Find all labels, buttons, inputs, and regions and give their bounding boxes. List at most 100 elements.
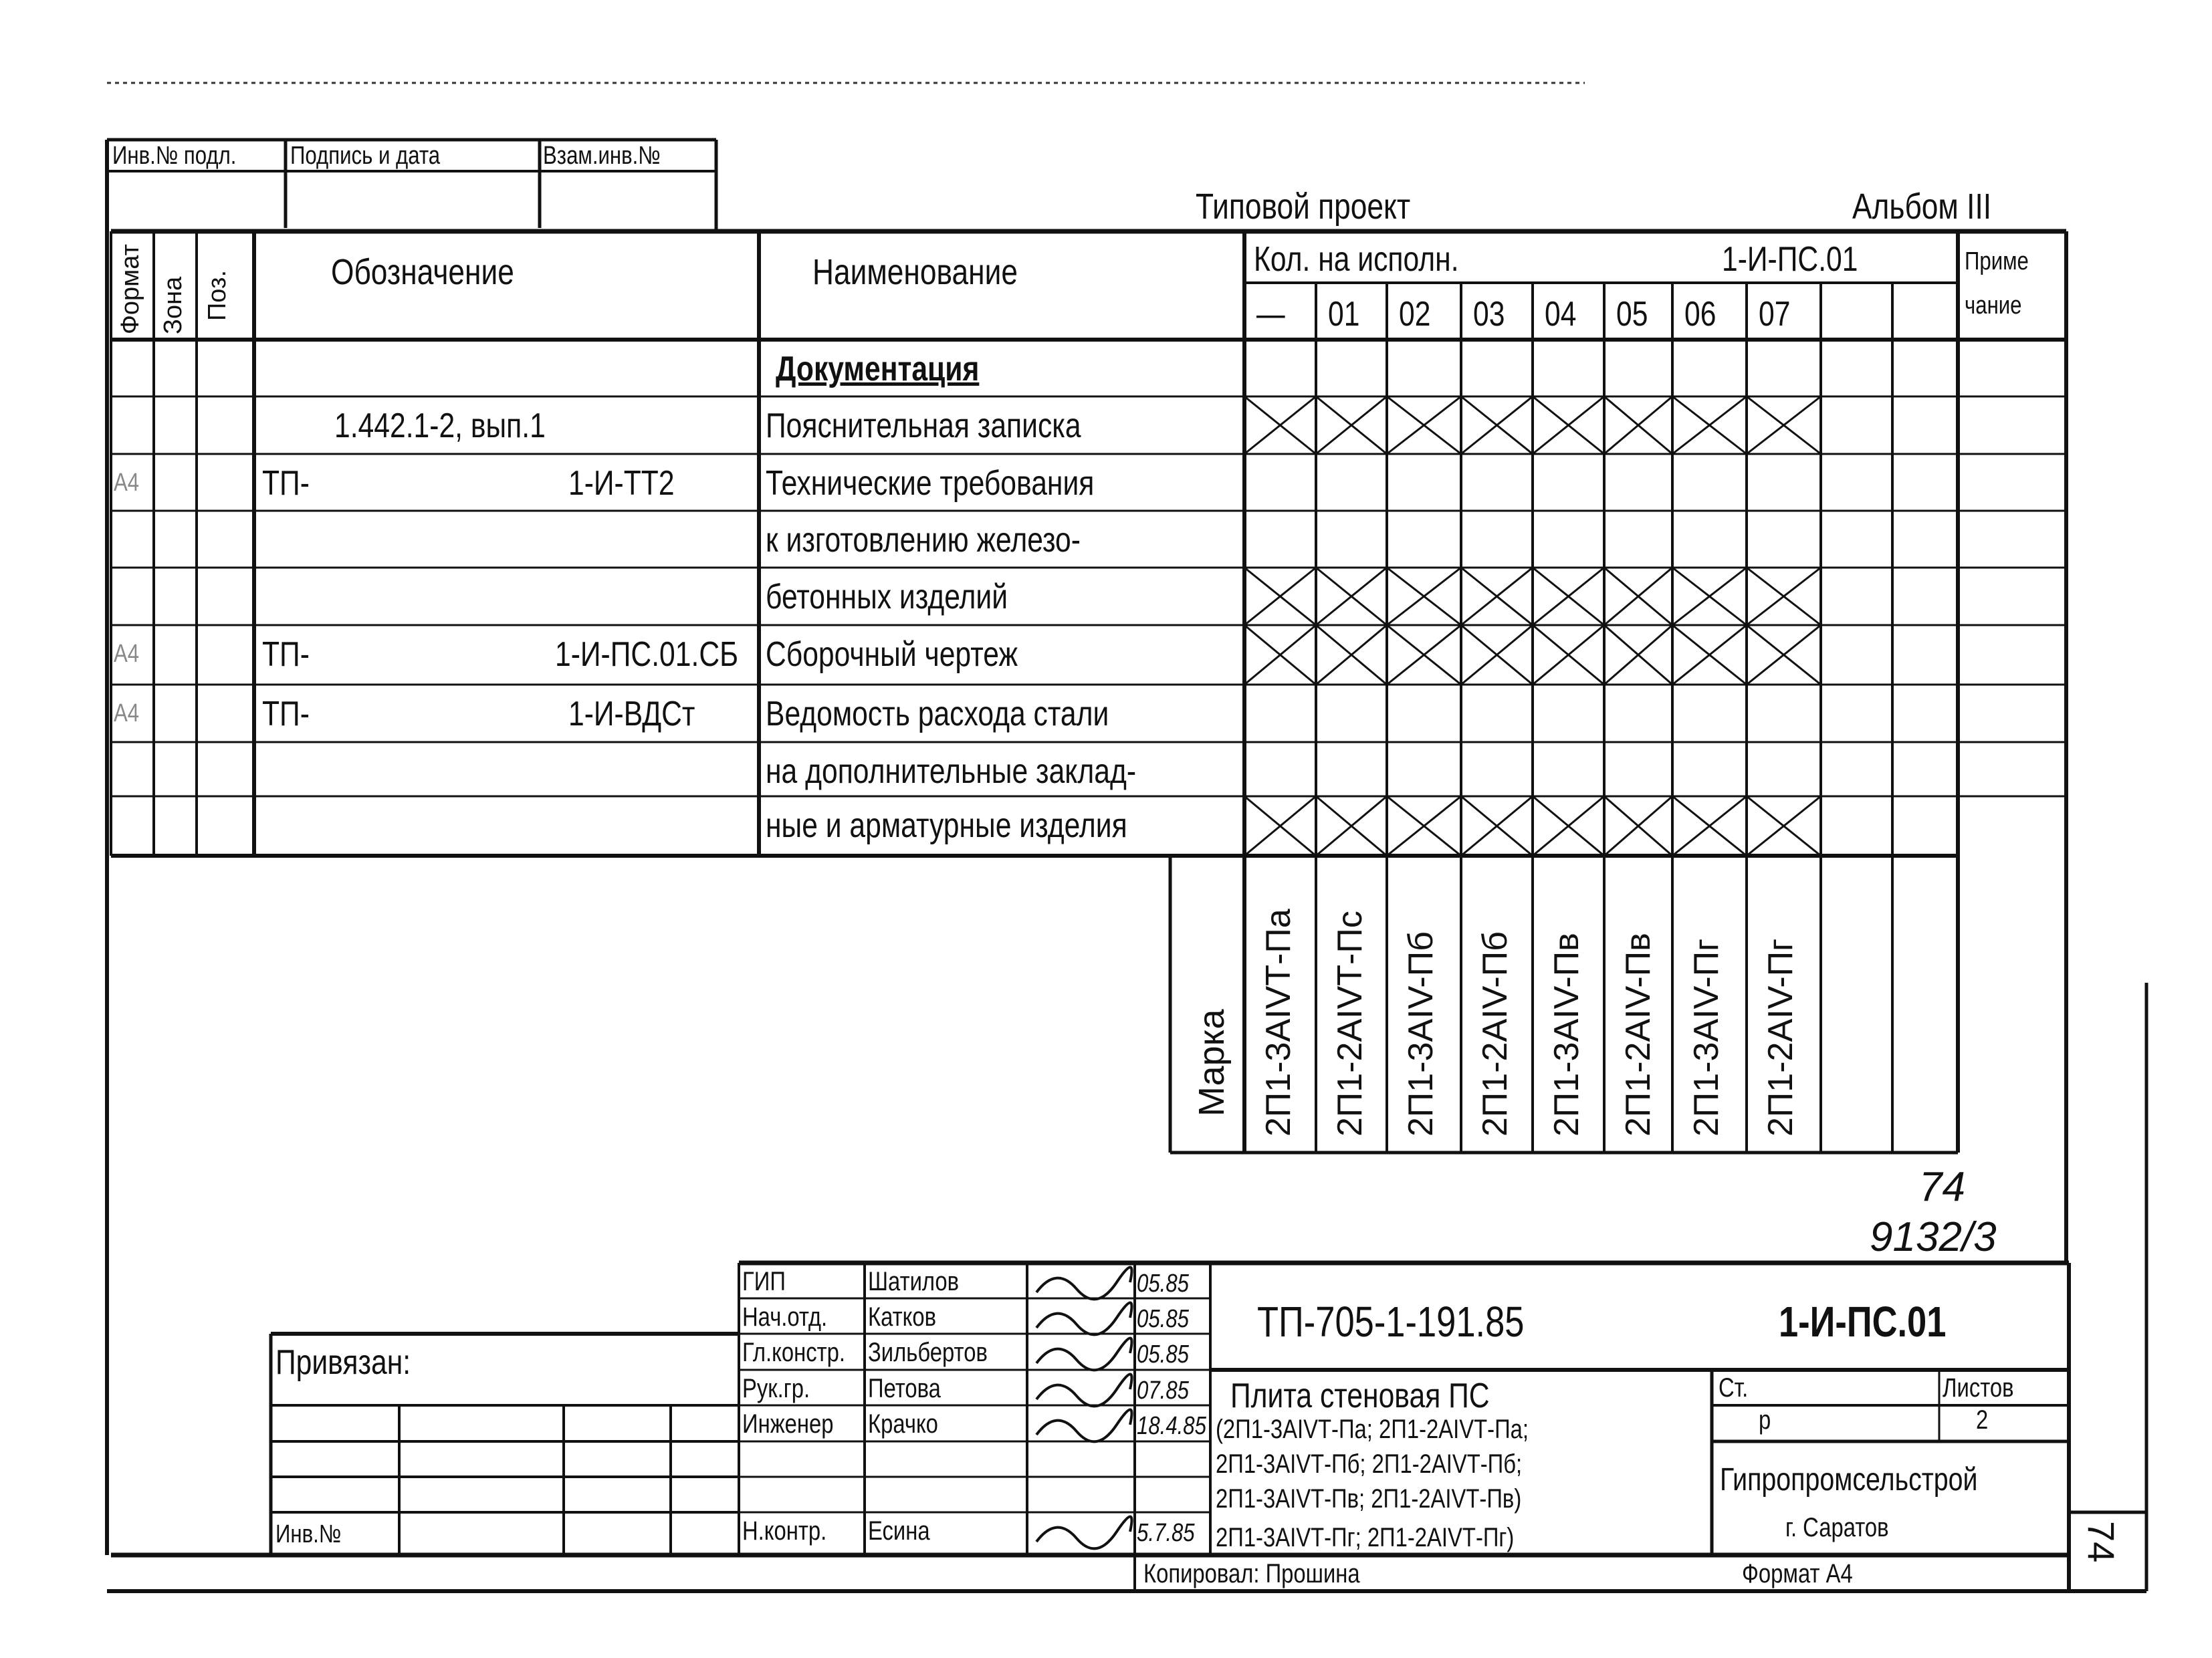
cross-mark bbox=[1315, 795, 1388, 857]
row-name: бетонных изделий bbox=[766, 578, 1008, 616]
row-name: Технические требования bbox=[766, 464, 1095, 503]
handwritten-order-no: 9132/3 bbox=[1870, 1214, 1997, 1260]
row-designation: ТП- bbox=[262, 635, 310, 674]
cross-mark bbox=[1532, 624, 1605, 686]
variant-header: 01 bbox=[1328, 295, 1360, 334]
cross-mark bbox=[1244, 624, 1317, 686]
staff-role: Рук.гр. bbox=[742, 1374, 810, 1403]
variant-header: 03 bbox=[1473, 295, 1505, 334]
row-name: на дополнительные заклад- bbox=[766, 752, 1137, 791]
row-designation-code: 1-И-ТТ2 bbox=[568, 464, 675, 503]
col-name: Наименование bbox=[812, 252, 1018, 292]
row-name: Ведомость расхода стали bbox=[766, 695, 1109, 733]
copied-by: Копировал: Прошина bbox=[1143, 1559, 1360, 1588]
row-designation-code: 1-И-ВДСт bbox=[568, 695, 695, 733]
variant-header: 02 bbox=[1399, 295, 1431, 334]
mark-label: 2П1-2АIV-Пв bbox=[1619, 933, 1658, 1137]
col-note-1: Приме bbox=[1965, 247, 2029, 275]
subtitle-line: 2П1-3АIVТ-Пг; 2П1-2АIVТ-Пг) bbox=[1216, 1523, 1515, 1552]
mark-label: 2П1-2АIV-Пг bbox=[1761, 938, 1800, 1137]
row-designation-code: 1-И-ПС.01.СБ bbox=[555, 635, 739, 674]
format-label: Формат А4 bbox=[1742, 1559, 1853, 1588]
signature-mark bbox=[1035, 1515, 1133, 1550]
stamp-vzam: Взам.инв.№ bbox=[543, 142, 661, 170]
cross-mark bbox=[1460, 795, 1533, 857]
mark-label: 2П1-3АIV-Пб bbox=[1402, 931, 1440, 1137]
staff-role: Гл.констр. bbox=[742, 1338, 846, 1367]
col-qty: Кол. на исполн. bbox=[1254, 240, 1459, 279]
sheets-value: 2 bbox=[1976, 1405, 1989, 1435]
cross-mark bbox=[1386, 624, 1462, 686]
staff-date: 07.85 bbox=[1137, 1377, 1189, 1405]
album-label: Альбом III bbox=[1852, 187, 1992, 227]
cross-mark bbox=[1315, 566, 1388, 626]
cross-mark bbox=[1386, 795, 1462, 857]
cross-mark bbox=[1672, 624, 1747, 686]
variant-header: 06 bbox=[1684, 295, 1717, 334]
row-name: Документация bbox=[776, 350, 980, 388]
sheets-label: Листов bbox=[1943, 1373, 2014, 1403]
cross-mark bbox=[1315, 624, 1388, 686]
staff-name: Есина bbox=[868, 1516, 930, 1546]
cross-mark bbox=[1603, 624, 1673, 686]
org-name: Гипропромсельстрой bbox=[1720, 1462, 1978, 1498]
row-designation: 1.442.1-2, вып.1 bbox=[334, 406, 546, 445]
staff-role: ГИП bbox=[742, 1267, 786, 1296]
cross-mark bbox=[1603, 566, 1673, 626]
variant-header: — bbox=[1256, 295, 1285, 334]
col-note-2: чание bbox=[1965, 291, 2022, 320]
cross-mark bbox=[1460, 566, 1533, 626]
city: г. Саратов bbox=[1785, 1513, 1889, 1542]
cross-mark bbox=[1532, 395, 1605, 455]
mark-label: 2П1-2АIV-Пб bbox=[1476, 931, 1515, 1137]
staff-role: Нач.отд. bbox=[742, 1302, 828, 1332]
cross-mark bbox=[1672, 795, 1747, 857]
row-format: А4 bbox=[114, 469, 140, 497]
privyazan-label: Привязан: bbox=[275, 1343, 411, 1382]
mark-label: 2П1-3АIVТ-Па bbox=[1259, 909, 1298, 1137]
cross-mark bbox=[1244, 566, 1317, 626]
staff-date: 05.85 bbox=[1137, 1340, 1189, 1369]
qty-code: 1-И-ПС.01 bbox=[1722, 240, 1858, 279]
cross-mark bbox=[1315, 395, 1388, 455]
row-name: ные и арматурные изделия bbox=[766, 806, 1127, 845]
cross-mark bbox=[1746, 395, 1821, 455]
cross-mark bbox=[1672, 395, 1747, 455]
staff-date: 05.85 bbox=[1137, 1270, 1189, 1298]
signature-mark bbox=[1035, 1336, 1133, 1372]
cross-mark bbox=[1460, 624, 1533, 686]
staff-name: Шатилов bbox=[868, 1267, 960, 1296]
mark-label: 2П1-3АIV-Пв bbox=[1547, 933, 1586, 1137]
marka-label: Марка bbox=[1192, 1009, 1232, 1117]
cross-mark bbox=[1532, 566, 1605, 626]
subtitle-line: (2П1-3АIVТ-Па; 2П1-2АIVТ-Па; bbox=[1216, 1415, 1529, 1444]
project-label: Типовой проект bbox=[1196, 187, 1411, 227]
variant-header: 05 bbox=[1616, 295, 1648, 334]
staff-name: Петова bbox=[868, 1374, 941, 1403]
mark-label: 2П1-3АIV-Пг bbox=[1687, 938, 1726, 1137]
staff-role: Н.контр. bbox=[742, 1516, 827, 1546]
signature-mark bbox=[1035, 1301, 1133, 1336]
page-number: 74 bbox=[2080, 1521, 2122, 1563]
signature-mark bbox=[1035, 1266, 1133, 1301]
cross-mark bbox=[1532, 795, 1605, 857]
variant-header: 07 bbox=[1759, 295, 1791, 334]
cross-mark bbox=[1386, 395, 1462, 455]
variant-header: 04 bbox=[1545, 295, 1577, 334]
cross-mark bbox=[1746, 795, 1821, 857]
staff-date: 05.85 bbox=[1137, 1305, 1189, 1333]
cross-mark bbox=[1746, 566, 1821, 626]
staff-date: 5.7.85 bbox=[1137, 1519, 1195, 1547]
staff-role: Инженер bbox=[742, 1409, 834, 1439]
cross-mark bbox=[1460, 395, 1533, 455]
cross-mark bbox=[1244, 395, 1317, 455]
cross-mark bbox=[1672, 566, 1747, 626]
staff-name: Зильбертов bbox=[868, 1338, 988, 1367]
cross-mark bbox=[1603, 395, 1673, 455]
row-name: Сборочный чертеж bbox=[766, 635, 1018, 674]
stage-label: Ст. bbox=[1719, 1373, 1749, 1403]
stamp-inv-podl: Инв.№ подл. bbox=[112, 142, 237, 170]
handwritten-sheet-no: 74 bbox=[1919, 1164, 1965, 1210]
signature-mark bbox=[1035, 1408, 1133, 1443]
